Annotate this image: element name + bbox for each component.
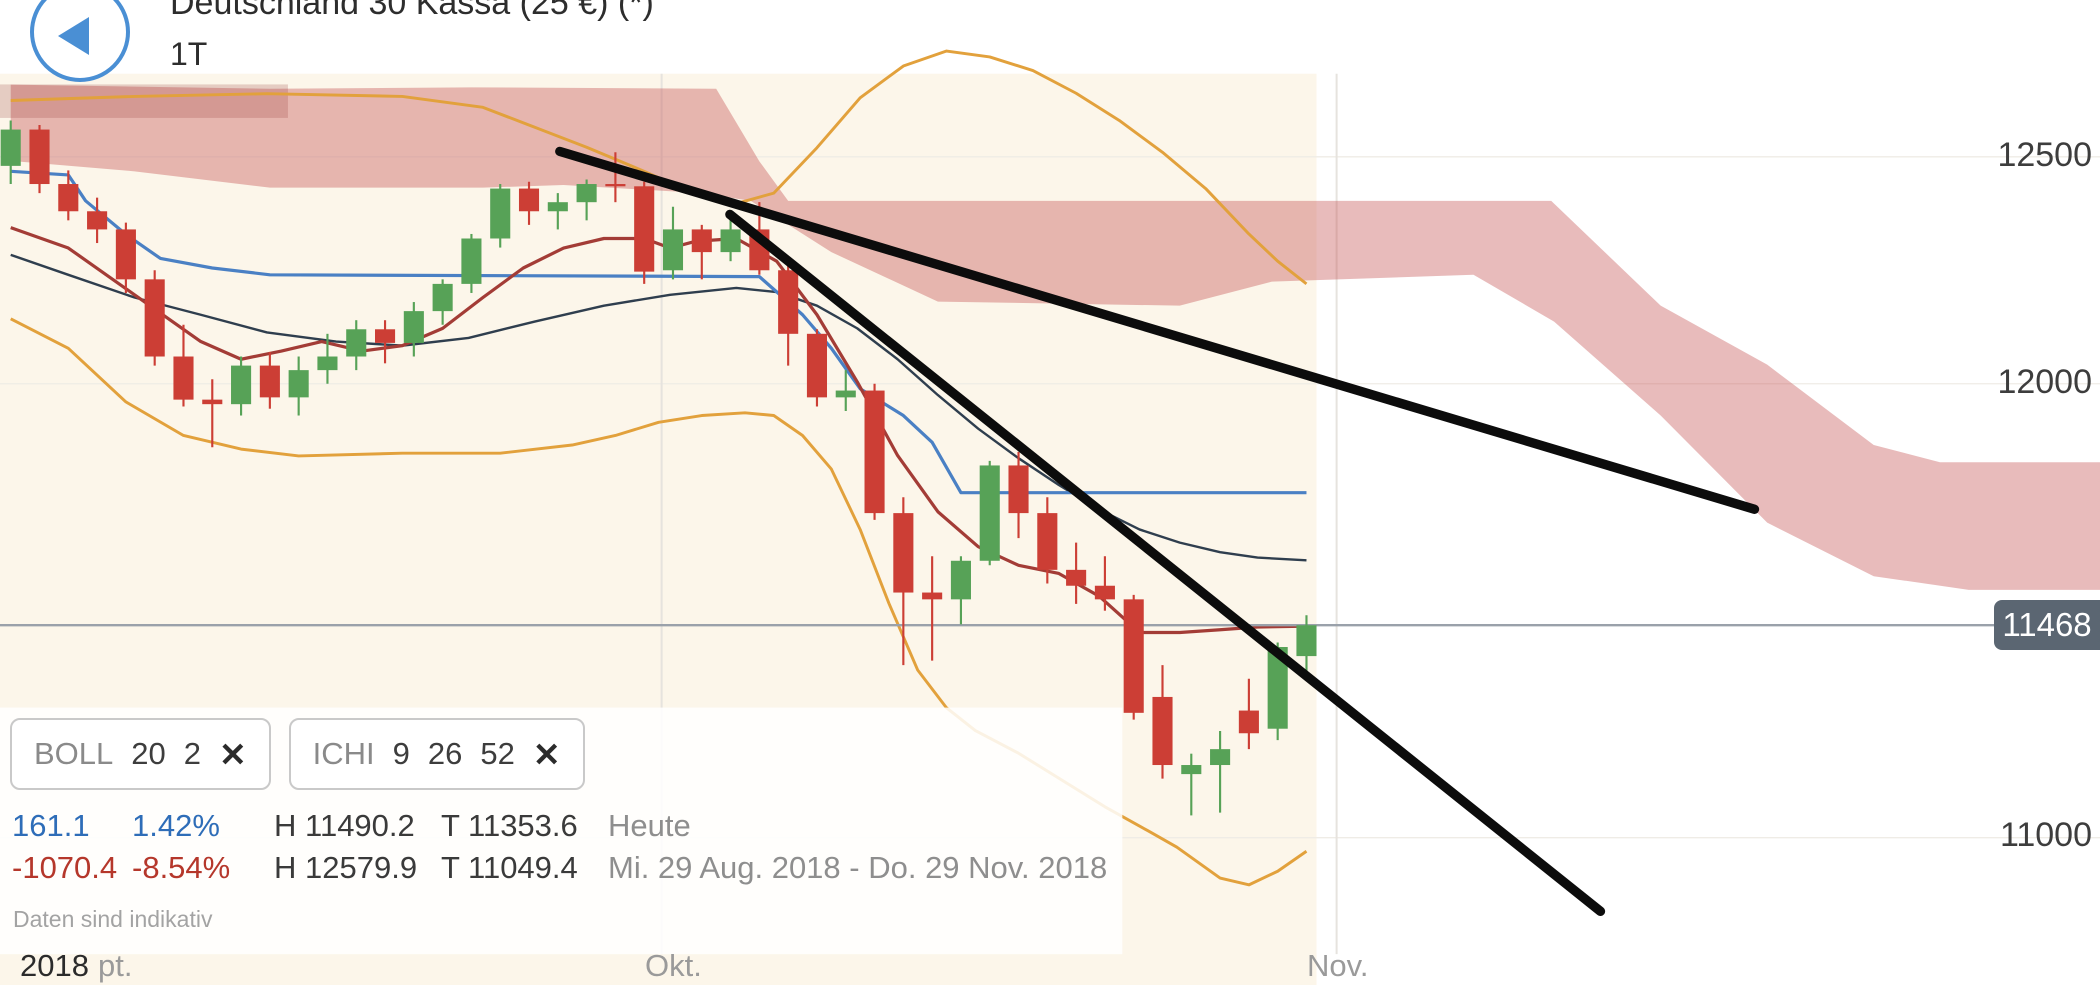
y-axis-tick-12500: 12500 — [1997, 136, 2092, 174]
boll-name: BOLL — [34, 736, 114, 771]
current-price-badge: 11468 — [1994, 600, 2100, 650]
session-stats-row: 161.1 1.42% H 11490.2 T 11353.6 Heute — [0, 808, 2100, 844]
session-period-label: Heute — [608, 808, 691, 843]
x-axis-okt: Okt. — [645, 948, 702, 983]
period-date-range: Mi. 29 Aug. 2018 - Do. 29 Nov. 2018 — [608, 850, 1108, 885]
period-stats-row: -1070.4 -8.54% H 12579.9 T 11049.4 Mi. 2… — [0, 850, 2100, 886]
y-axis-tick-12000: 12000 — [1997, 363, 2092, 401]
remove-boll-button[interactable]: ✕ — [219, 735, 247, 773]
y-axis-tick-11000: 11000 — [1999, 816, 2092, 854]
session-low: T 11353.6 — [441, 808, 578, 843]
back-button[interactable] — [30, 0, 130, 82]
ichi-name: ICHI — [312, 736, 375, 771]
boll-param-2: 2 — [183, 736, 202, 771]
session-high: H 11490.2 — [274, 808, 415, 843]
period-change: -1070.4 — [12, 850, 118, 885]
period-low: T 11049.4 — [441, 850, 578, 885]
x-axis-nov: Nov. — [1307, 948, 1369, 983]
period-change-pct: -8.54% — [132, 850, 231, 885]
session-change: 161.1 — [12, 808, 90, 843]
ichi-param-1: 9 — [392, 736, 410, 771]
ichi-param-2: 26 — [427, 736, 463, 771]
indicator-chip-ichi[interactable]: ICHI 9 26 52 ✕ — [288, 718, 585, 790]
period-high: H 12579.9 — [274, 850, 418, 885]
back-arrow-icon — [58, 17, 89, 55]
indicator-chip-boll[interactable]: BOLL 20 2 ✕ — [10, 718, 271, 790]
timeframe-label[interactable]: 1T — [170, 36, 208, 72]
session-change-pct: 1.42% — [132, 808, 220, 843]
remove-ichi-button[interactable]: ✕ — [532, 735, 561, 773]
x-axis-partial-month: pt. — [98, 948, 133, 983]
boll-param-1: 20 — [131, 736, 166, 771]
instrument-title: Deutschland 30 Kassa (25 €) (*) — [170, 0, 654, 22]
indicator-chips: BOLL 20 2 ✕ ICHI 9 26 52 ✕ — [10, 718, 585, 790]
x-axis-year: 2018 — [20, 948, 89, 983]
data-disclaimer: Daten sind indikativ — [13, 906, 213, 932]
ichi-param-3: 52 — [480, 736, 515, 771]
